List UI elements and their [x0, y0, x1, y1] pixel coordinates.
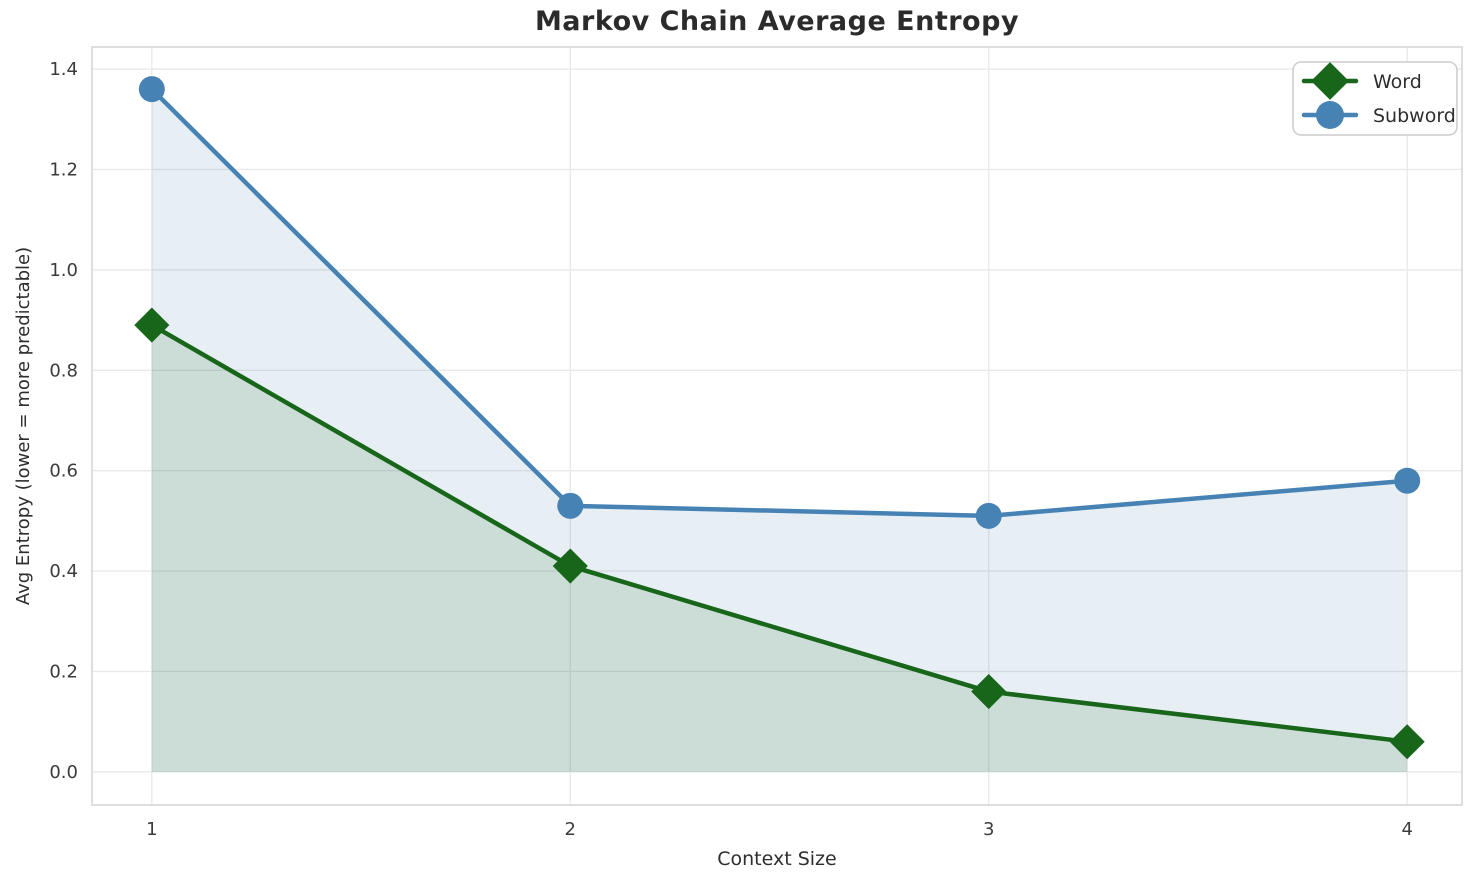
x-tick-label: 4 [1401, 819, 1412, 840]
word-marker [1311, 62, 1349, 100]
word-marker [134, 307, 170, 343]
chart-title: Markov Chain Average Entropy [534, 6, 1020, 37]
word-marker [1389, 724, 1425, 760]
y-tick-label: 1.2 [49, 159, 78, 180]
subword-marker [975, 502, 1002, 529]
y-tick-label: 0.4 [49, 561, 78, 582]
word-line [149, 322, 1410, 744]
subword-marker [557, 492, 584, 519]
y-axis-label: Avg Entropy (lower = more predictable) [13, 246, 34, 606]
legend-label-subword: Subword [1373, 105, 1456, 127]
y-tick-label: 0.2 [49, 661, 78, 682]
word-marker [971, 674, 1007, 710]
subword-marker [1316, 101, 1344, 129]
y-tick-label: 1.4 [49, 59, 78, 80]
y-tick-label: 1.0 [49, 260, 78, 281]
word-marker [552, 548, 588, 584]
subword-area-fill [151, 89, 1408, 772]
subword-marker [138, 76, 165, 103]
x-tick-label: 1 [146, 819, 157, 840]
plot-border [91, 46, 1463, 806]
y-tick-label: 0.6 [49, 461, 78, 482]
legend-label-word: Word [1373, 71, 1422, 93]
y-tick-label: 0.8 [49, 360, 78, 381]
plot-area [92, 47, 1462, 805]
word-area-fill [151, 325, 1408, 772]
subword-marker [1394, 467, 1421, 494]
subword-line [149, 86, 1410, 519]
x-tick-label: 2 [565, 819, 576, 840]
x-tick-label: 3 [983, 819, 994, 840]
y-tick-label: 0.0 [49, 762, 78, 783]
x-axis-label: Context Size [717, 848, 837, 870]
